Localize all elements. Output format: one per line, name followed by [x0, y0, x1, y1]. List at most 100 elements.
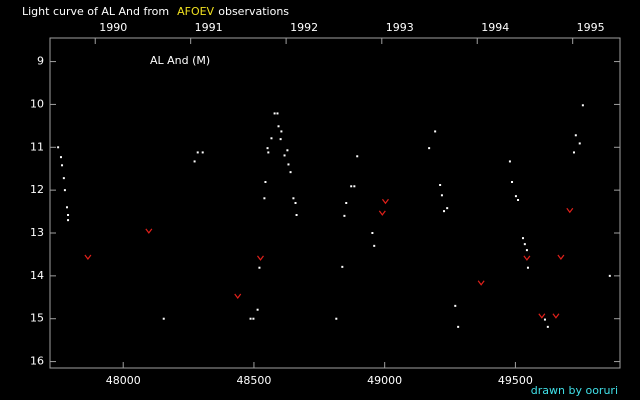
- observation-point: [521, 237, 524, 240]
- observation-point: [439, 184, 442, 186]
- plot-frame: [49, 37, 621, 369]
- observation-point: [428, 147, 431, 150]
- observation-point: [263, 197, 266, 200]
- observation-point: [523, 243, 526, 246]
- observation-point: [578, 142, 581, 145]
- plot-label: AL And (M): [150, 54, 210, 67]
- observation-point: [196, 151, 199, 154]
- observation-point: [434, 130, 437, 133]
- observation-point: [295, 214, 298, 216]
- observation-point: [266, 147, 269, 150]
- observation-point: [256, 308, 259, 311]
- observation-point: [574, 134, 577, 137]
- observation-point: [343, 214, 346, 217]
- observation-point: [454, 304, 457, 307]
- observation-point: [572, 151, 575, 154]
- observation-point: [581, 104, 584, 107]
- observation-point: [264, 181, 267, 183]
- observation-point: [252, 317, 255, 320]
- observation-point: [65, 206, 68, 209]
- observation-point: [292, 197, 295, 200]
- observation-point: [373, 244, 376, 247]
- observation-point: [277, 125, 280, 128]
- observation-point: [543, 318, 546, 321]
- y-tick-label: 9: [37, 55, 44, 68]
- x2-tick-label: 1992: [290, 21, 318, 34]
- observation-point: [353, 185, 356, 188]
- x-tick-label: 49000: [367, 374, 402, 387]
- observation-point: [280, 130, 283, 133]
- observation-point: [525, 249, 528, 252]
- observation-point: [270, 137, 273, 140]
- x-tick-label: 49500: [498, 374, 533, 387]
- observation-point: [546, 325, 549, 328]
- upper-limit-marker: [234, 293, 242, 299]
- upper-limit-marker: [523, 255, 531, 261]
- y-tick-label: 12: [30, 183, 44, 196]
- observation-point: [517, 199, 520, 201]
- observation-point: [514, 195, 517, 198]
- x2-tick-label: 1991: [195, 21, 223, 34]
- x2-tick-label: 1994: [481, 21, 509, 34]
- observation-point: [443, 210, 446, 213]
- upper-limit-marker: [566, 207, 574, 214]
- observation-point: [457, 325, 460, 328]
- upper-limit-marker: [257, 255, 264, 261]
- y-tick-label: 10: [30, 97, 44, 110]
- title-text: observations: [218, 5, 289, 18]
- observation-point: [345, 202, 348, 204]
- observation-point: [279, 138, 282, 141]
- upper-limit-marker: [381, 198, 389, 205]
- x2-tick-label: 1993: [386, 21, 414, 34]
- credit: drawn by ooruri: [531, 384, 618, 397]
- observation-point: [526, 266, 529, 269]
- observation-point: [294, 202, 297, 204]
- observation-point: [283, 154, 286, 157]
- observation-point: [59, 156, 62, 159]
- upper-limit-marker: [378, 210, 386, 216]
- upper-limit-marker: [145, 228, 153, 234]
- y-tick-label: 11: [30, 140, 44, 153]
- observation-point: [67, 214, 70, 216]
- observation-point: [335, 317, 338, 320]
- y-tick-label: 13: [30, 226, 44, 239]
- observation-point: [193, 160, 196, 163]
- x-tick-label: 48000: [106, 374, 141, 387]
- observation-point: [356, 155, 359, 158]
- observation-point: [57, 146, 60, 149]
- observation-point: [350, 185, 353, 188]
- upper-limit-marker: [557, 254, 565, 260]
- observation-point: [508, 160, 511, 163]
- observation-point: [201, 151, 204, 154]
- title-text: Light curve of AL And from: [22, 5, 169, 18]
- observation-point: [341, 265, 344, 268]
- chart-title: Light curve of AL And from AFOEV observati…: [22, 5, 289, 18]
- upper-limit-marker: [477, 280, 485, 286]
- upper-limit-marker: [84, 254, 92, 260]
- x-tick-label: 48500: [236, 374, 271, 387]
- observation-point: [267, 151, 270, 154]
- x2-tick-label: 1990: [99, 21, 127, 34]
- observation-point: [63, 189, 66, 192]
- y-tick-label: 16: [30, 355, 44, 368]
- observation-point: [608, 274, 611, 277]
- y-tick-label: 14: [30, 269, 44, 282]
- observation-point: [62, 177, 65, 180]
- title-highlight: AFOEV: [177, 5, 214, 18]
- observation-point: [289, 171, 292, 174]
- observation-point: [67, 219, 70, 222]
- observation-point: [511, 181, 514, 183]
- observation-point: [287, 163, 290, 166]
- observation-point: [249, 317, 252, 320]
- x2-tick-label: 1995: [577, 21, 605, 34]
- observation-point: [286, 149, 289, 152]
- observation-point: [276, 112, 279, 115]
- observation-point: [440, 194, 443, 197]
- observation-point: [273, 112, 276, 115]
- observation-point: [258, 266, 261, 269]
- observation-point: [446, 207, 449, 210]
- upper-limit-marker: [552, 313, 560, 319]
- observation-point: [61, 164, 64, 167]
